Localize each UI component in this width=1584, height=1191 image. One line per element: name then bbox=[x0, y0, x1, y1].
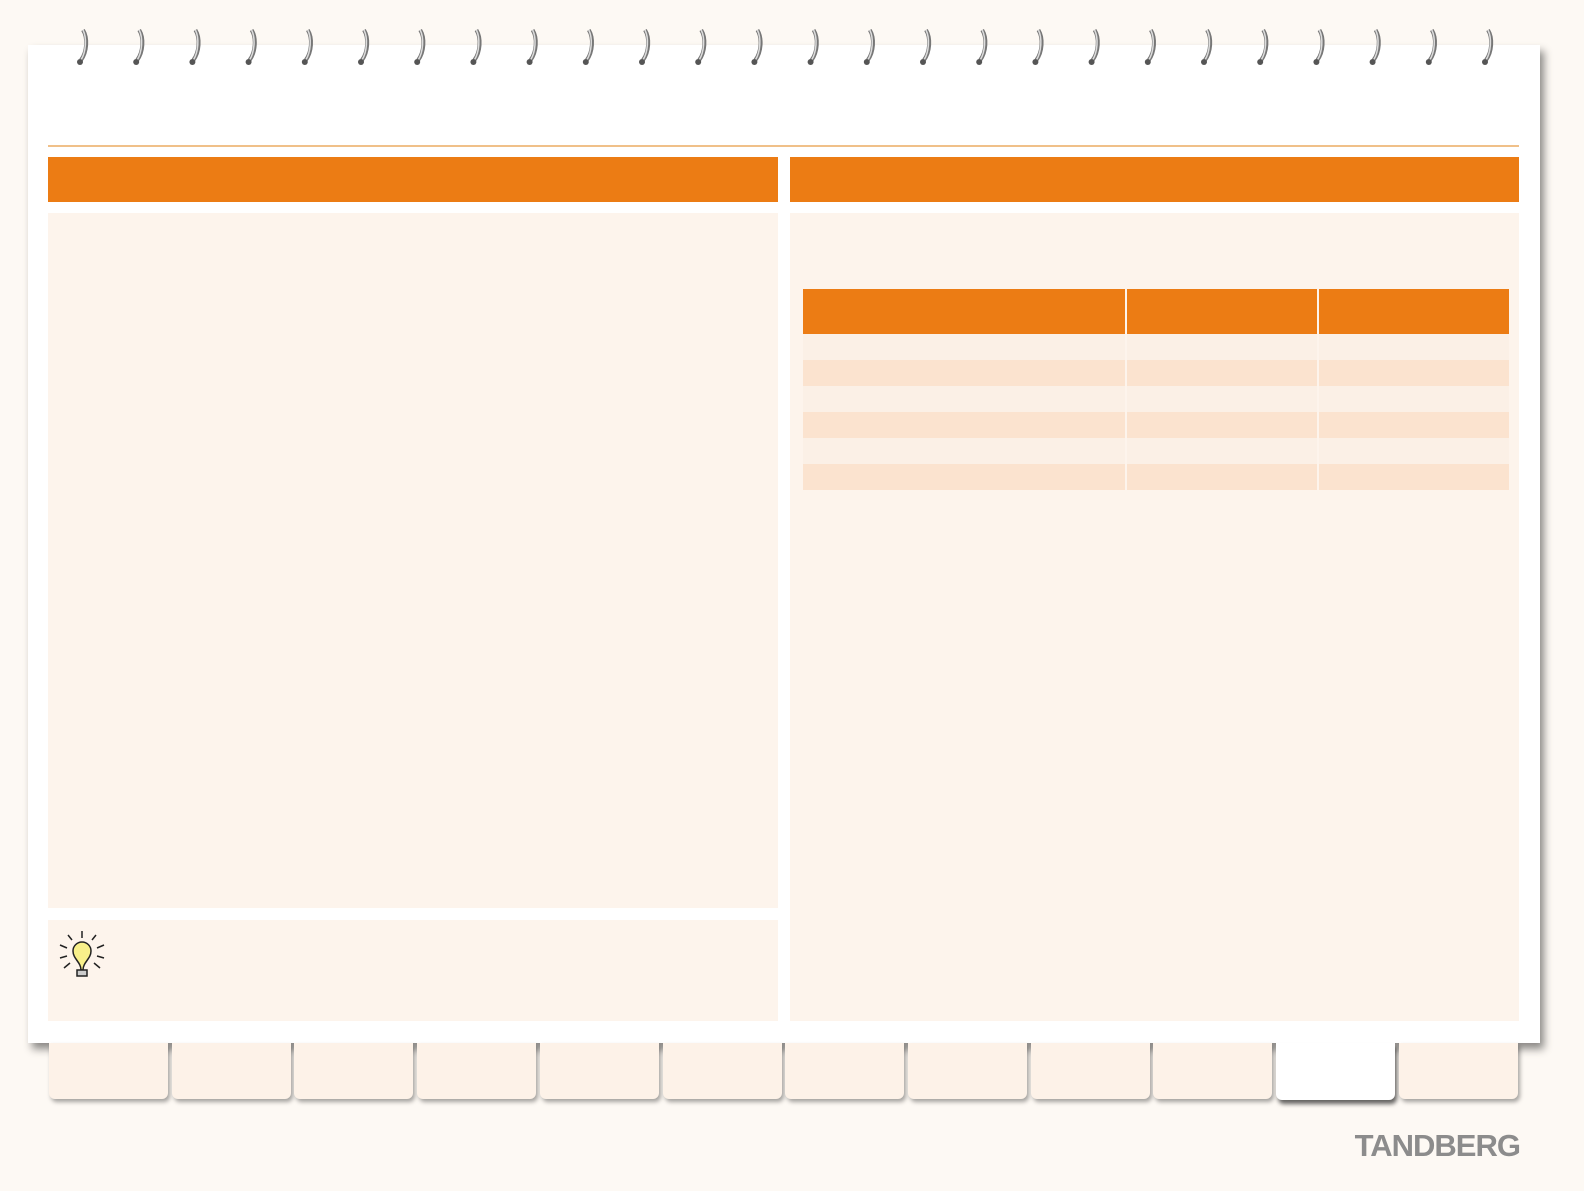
section-tab[interactable] bbox=[171, 1043, 291, 1099]
table-row bbox=[803, 412, 1509, 438]
ring bbox=[1257, 28, 1269, 65]
table-cell bbox=[1126, 334, 1319, 360]
logo: TANDBERG bbox=[1354, 1128, 1521, 1163]
section-tab[interactable] bbox=[1030, 1043, 1150, 1099]
table-row bbox=[803, 334, 1509, 360]
table-cell bbox=[1318, 360, 1509, 386]
ring bbox=[1032, 28, 1044, 65]
ring bbox=[1201, 28, 1213, 65]
section-tab[interactable] bbox=[785, 1043, 905, 1099]
table-cell bbox=[803, 386, 1127, 412]
right-panel bbox=[790, 213, 1519, 1021]
ring bbox=[1425, 28, 1437, 65]
ring bbox=[920, 28, 932, 65]
tip-box bbox=[48, 920, 778, 1021]
section-tab[interactable] bbox=[1276, 1043, 1395, 1100]
section-tab[interactable] bbox=[49, 1043, 168, 1099]
left-header-bar bbox=[48, 157, 778, 202]
table-row bbox=[803, 464, 1509, 490]
ring bbox=[1369, 28, 1381, 65]
table-cell bbox=[803, 289, 1127, 334]
table-cell bbox=[1126, 360, 1319, 386]
ring bbox=[639, 28, 651, 65]
section-tab[interactable] bbox=[907, 1043, 1027, 1099]
table-cell bbox=[803, 360, 1127, 386]
table-row bbox=[803, 360, 1509, 386]
table-header-row bbox=[803, 289, 1509, 334]
lightbulb-icon bbox=[59, 931, 105, 977]
ring bbox=[414, 28, 426, 65]
table-cell bbox=[803, 438, 1127, 464]
ring bbox=[133, 28, 145, 65]
section-tab[interactable] bbox=[1153, 1043, 1273, 1099]
table-cell bbox=[1318, 386, 1509, 412]
table-cell bbox=[803, 412, 1127, 438]
ring bbox=[695, 28, 707, 65]
section-tab[interactable] bbox=[662, 1043, 782, 1099]
ring bbox=[1482, 28, 1494, 65]
ring bbox=[1313, 28, 1325, 65]
spiral-binding bbox=[77, 28, 1494, 65]
ring bbox=[358, 28, 370, 65]
table-cell bbox=[1126, 438, 1319, 464]
section-tab[interactable] bbox=[294, 1043, 414, 1099]
table bbox=[803, 289, 1509, 490]
section-tab[interactable] bbox=[417, 1043, 537, 1099]
ring bbox=[1088, 28, 1100, 65]
table-cell bbox=[803, 464, 1127, 490]
section-tab[interactable] bbox=[1398, 1043, 1518, 1099]
table-cell bbox=[803, 334, 1127, 360]
ring bbox=[189, 28, 201, 65]
ring bbox=[245, 28, 257, 65]
table-cell bbox=[1318, 438, 1509, 464]
table-cell bbox=[1126, 464, 1319, 490]
ring bbox=[301, 28, 313, 65]
table-row bbox=[803, 438, 1509, 464]
ring bbox=[470, 28, 482, 65]
table-cell bbox=[1318, 289, 1509, 334]
ring bbox=[582, 28, 594, 65]
ring bbox=[976, 28, 988, 65]
ring bbox=[751, 28, 763, 65]
section-tab[interactable] bbox=[539, 1043, 659, 1099]
table-cell bbox=[1126, 386, 1319, 412]
ring bbox=[863, 28, 875, 65]
header-rule bbox=[48, 145, 1519, 147]
ring bbox=[77, 28, 89, 65]
table-cell bbox=[1126, 289, 1319, 334]
table-cell bbox=[1126, 412, 1319, 438]
right-header-bar bbox=[790, 157, 1519, 202]
ring bbox=[526, 28, 538, 65]
ring bbox=[1144, 28, 1156, 65]
table-cell bbox=[1318, 464, 1509, 490]
ring bbox=[807, 28, 819, 65]
table-row bbox=[803, 386, 1509, 412]
table-cell bbox=[1318, 412, 1509, 438]
left-panel bbox=[48, 213, 778, 908]
table-cell bbox=[1318, 334, 1509, 360]
